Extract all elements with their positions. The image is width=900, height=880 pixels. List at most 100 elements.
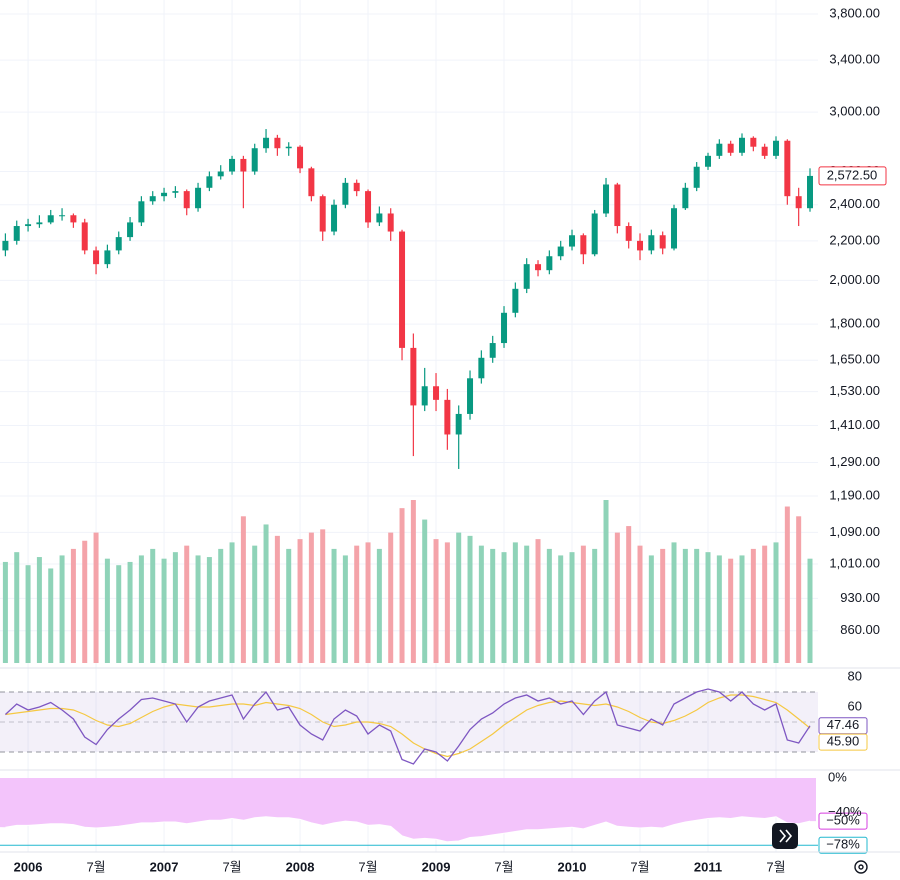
- volume-bar: [229, 542, 235, 663]
- candle-body: [251, 148, 258, 172]
- volume-bar: [671, 542, 677, 663]
- candle-body: [421, 386, 428, 406]
- rsi-line: [4, 688, 811, 765]
- x-tick-label: 2009: [422, 859, 451, 874]
- price-label-box: [818, 166, 887, 186]
- candle-body: [467, 378, 474, 414]
- rsi-pane: 47.46 45.90: [0, 688, 868, 765]
- candle-body: [172, 191, 179, 193]
- candle-body: [115, 237, 122, 251]
- x-tick-label: 7월: [630, 859, 649, 874]
- candle-body: [206, 176, 213, 188]
- y-tick-label: 3,000.00: [829, 104, 880, 119]
- volume-bar: [195, 555, 201, 663]
- candle-body: [501, 312, 508, 344]
- candle-body: [727, 143, 734, 153]
- y-tick-label: 1,800.00: [829, 316, 880, 331]
- volume-bar: [354, 545, 360, 663]
- volume-bar: [342, 555, 348, 663]
- drawdown-tick-label: 0%: [828, 769, 847, 784]
- volume-bar: [784, 506, 790, 663]
- candle-body: [580, 235, 587, 255]
- candle-body: [478, 357, 485, 379]
- drawdown-current-label-box: [818, 812, 868, 830]
- candle-body: [433, 386, 440, 400]
- drawdown-tick-label: −40%: [828, 804, 862, 819]
- y-tick-label: 2,000.00: [829, 272, 880, 287]
- volume-bar: [603, 500, 609, 663]
- volume-bar: [467, 535, 473, 663]
- candle-body: [671, 208, 678, 249]
- volume-bar: [456, 532, 462, 663]
- volume-bar: [263, 524, 269, 663]
- candle-body: [716, 143, 723, 156]
- drawdown-pane: −50% −78%: [0, 778, 868, 854]
- candle-body: [104, 250, 111, 265]
- drawdown-fill: [0, 778, 816, 842]
- gear-center[interactable]: [858, 864, 864, 870]
- candle-body: [795, 196, 802, 209]
- volume-bar: [558, 555, 564, 663]
- x-tick-label: 7월: [766, 859, 785, 874]
- volume-bar: [297, 539, 303, 663]
- candle-body: [183, 191, 190, 209]
- y-tick-label: 1,650.00: [829, 352, 880, 367]
- volume-bar: [365, 542, 371, 663]
- volume-bar: [127, 561, 133, 663]
- candle-body: [750, 137, 757, 147]
- x-tick-label: 2008: [286, 859, 315, 874]
- candle-body: [70, 215, 77, 223]
- drawdown-current-label: −50%: [826, 813, 860, 828]
- x-tick-label: 2007: [150, 859, 179, 874]
- x-tick-label: 7월: [86, 859, 105, 874]
- candle-body: [807, 175, 813, 209]
- candle-body: [739, 137, 746, 153]
- candle-body: [285, 146, 292, 149]
- candle-body: [659, 235, 666, 249]
- volume-bar: [206, 557, 212, 663]
- volume-bar: [36, 557, 42, 663]
- x-tick-label: 7월: [222, 859, 241, 874]
- candle-body: [353, 182, 360, 192]
- volume-bar: [70, 548, 76, 663]
- candle-body: [81, 222, 88, 251]
- candle-body: [36, 222, 43, 225]
- volume-bar: [138, 555, 144, 663]
- y-tick-label: 860.00: [840, 622, 880, 637]
- rsi-ma-value-label: 45.90: [827, 734, 860, 749]
- gear[interactable]: [854, 860, 868, 874]
- volume-bar: [376, 548, 382, 663]
- volume-bar: [682, 548, 688, 663]
- candle-body: [512, 288, 519, 313]
- volume-bar: [274, 535, 280, 663]
- drawdown-line: [5, 816, 811, 843]
- x-tick-label: 7월: [494, 859, 513, 874]
- candle-body: [25, 224, 32, 227]
- candle-body: [59, 215, 66, 217]
- volume-bar: [422, 519, 428, 663]
- volume-bar: [546, 548, 552, 663]
- y-tick-label: 2,200.00: [829, 232, 880, 247]
- volume-bar: [150, 548, 156, 663]
- volume-bar: [592, 548, 598, 663]
- volume-bar: [716, 555, 722, 663]
- volume-bar: [660, 548, 666, 663]
- candle-body: [444, 399, 451, 435]
- volume-bar: [252, 545, 258, 663]
- volume-bar: [694, 548, 700, 663]
- candle-body: [308, 168, 315, 197]
- candle-body: [682, 187, 689, 209]
- y-tick-label: 1,010.00: [829, 555, 880, 570]
- candle-body: [693, 166, 700, 188]
- rsi-band: [0, 691, 818, 752]
- settings-icon[interactable]: [854, 860, 868, 874]
- candle-body: [93, 250, 100, 265]
- volume-bar: [739, 555, 745, 663]
- volume-bar: [512, 542, 518, 663]
- volume-bar: [569, 552, 575, 663]
- volume-bar: [524, 545, 530, 663]
- axes: 3,800.003,400.003,000.002,600.002,400.00…: [14, 5, 887, 874]
- volume-bar: [478, 545, 484, 663]
- rsi-value-label: 47.46: [827, 717, 860, 732]
